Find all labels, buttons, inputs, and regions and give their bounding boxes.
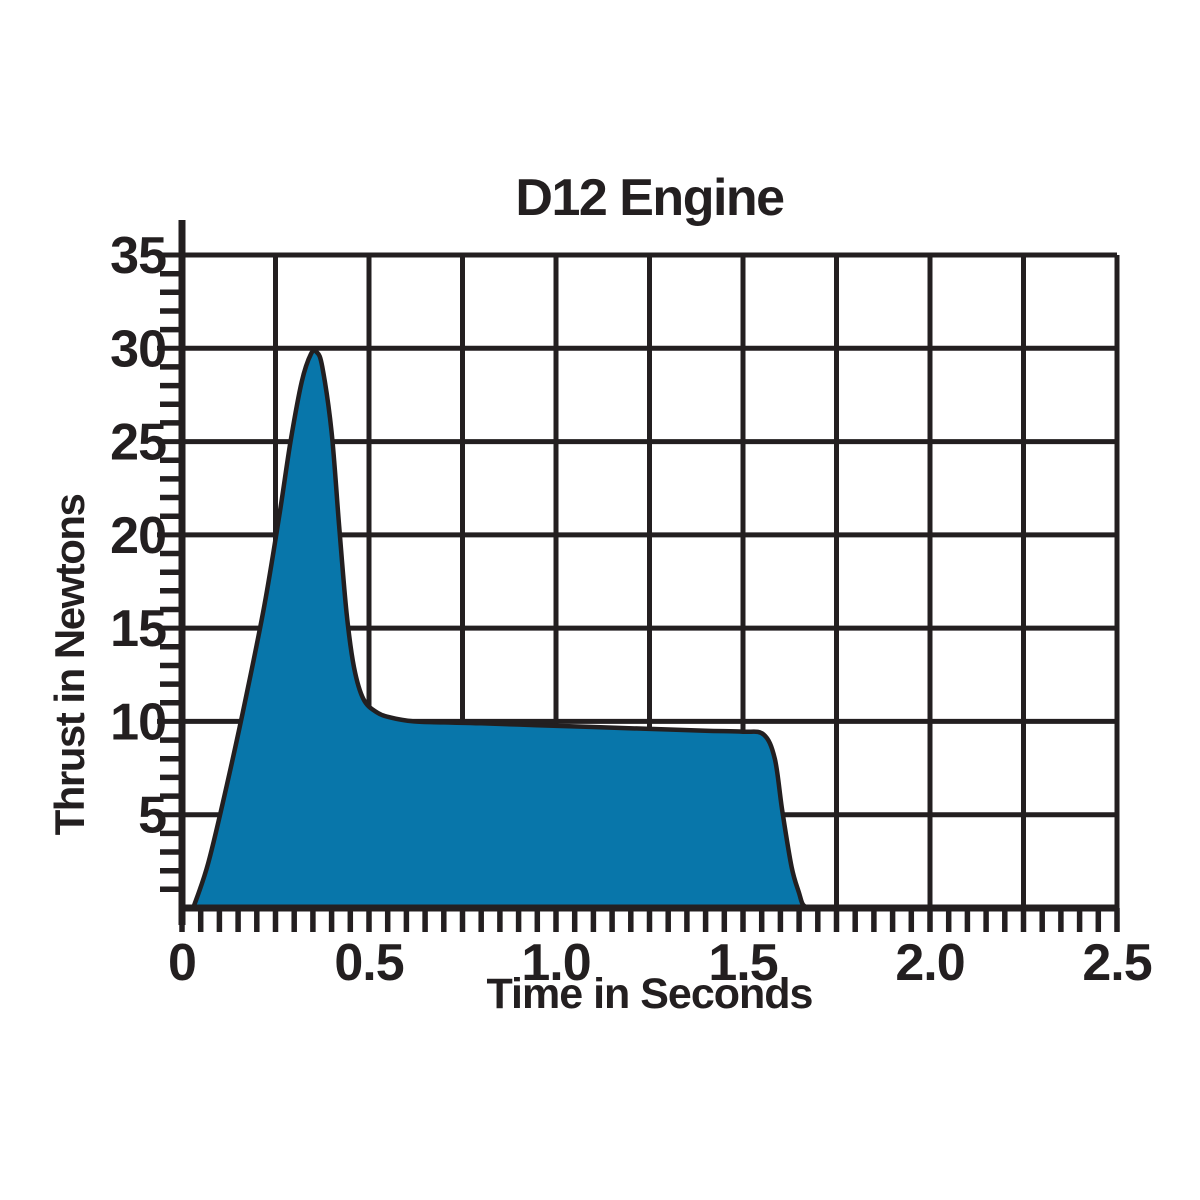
x-tick-label: 0: [168, 934, 196, 992]
chart-title: D12 Engine: [515, 169, 785, 227]
y-tick-label: 10: [110, 693, 166, 751]
y-tick-label: 35: [110, 227, 166, 285]
x-tick-label: 1.0: [521, 934, 590, 992]
x-tick-label: 0.5: [334, 934, 403, 992]
y-tick-label: 20: [110, 507, 166, 565]
thrust-curve-area: [190, 348, 811, 911]
x-tick-label: 1.5: [708, 934, 777, 992]
y-tick-label: 25: [110, 414, 166, 472]
y-tick-label: 15: [110, 600, 166, 658]
y-axis-title: Thrust in Newtons: [46, 494, 93, 836]
x-tick-label: 2.0: [895, 934, 964, 992]
x-axis-title: Time in Seconds: [486, 970, 814, 1018]
y-tick-label: 5: [138, 787, 166, 845]
x-tick-label: 2.5: [1082, 934, 1151, 992]
y-tick-label: 30: [110, 320, 166, 378]
